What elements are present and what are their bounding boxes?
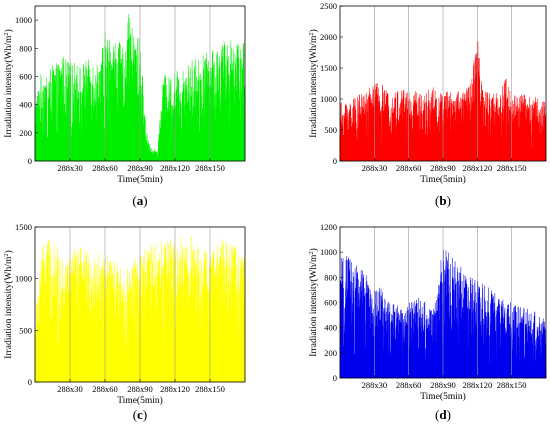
panel-a-y-tick-label-2: 400 xyxy=(19,100,32,110)
panel-d-y-tick-label-3: 600 xyxy=(324,298,337,308)
panel-a-y-tick-label-0: 0 xyxy=(28,156,32,166)
panel-c-y-axis-title-main: Irradiation intensity(Wh/m xyxy=(3,256,14,359)
panel-b-y-axis-title: Irradiation intensity(Wh/m2) xyxy=(308,29,320,138)
panel-b-x-tick-label-1: 288x60 xyxy=(396,163,422,173)
panel-c-y-axis-title: Irradiation intensity(Wh/m2) xyxy=(3,250,15,359)
panel-d-y-axis-title-sup: 2 xyxy=(308,251,315,254)
panel-b-y-tick-label-2: 1000 xyxy=(320,94,337,104)
panel-c-x-axis-title: Time(5min) xyxy=(117,395,163,406)
panel-d-y-tick-label-0: 0 xyxy=(333,373,337,383)
panel-a-x-tick-label-2: 288x90 xyxy=(127,163,153,173)
panel-b-y-tick-label-4: 2000 xyxy=(320,32,337,42)
panel-b-label: (b) xyxy=(435,193,451,208)
panel-b-x-ticks: 288x30 288x60 288x90 288x120 288x150 xyxy=(362,158,527,173)
panel-c-label: (c) xyxy=(133,407,147,422)
panel-c-x-tick-label-0: 288x30 xyxy=(57,384,83,394)
panel-d-y-tick-label-2: 400 xyxy=(324,323,337,333)
panel-c-y-tick-label-2: 1000 xyxy=(15,274,32,284)
panel-a-y-axis-title-sup: 2 xyxy=(3,32,10,35)
panel-d-y-tick-label-6: 1200 xyxy=(320,222,337,232)
panel-c-grid xyxy=(69,227,211,382)
panel-d-y-tick-label-5: 1000 xyxy=(320,247,337,257)
panel-c-y-tick-label-0: 0 xyxy=(28,377,32,387)
panel-d-y-tick-label-1: 200 xyxy=(324,348,337,358)
panel-a-y-axis-title-main: Irradiation intensity(Wh/m xyxy=(3,35,14,138)
panel-c-y-tick-label-1: 500 xyxy=(19,325,32,335)
panel-b-x-axis-title: Time(5min) xyxy=(420,174,466,185)
panel-d-x-ticks: 288x30 288x60 288x90 288x120 288x150 xyxy=(362,375,527,390)
panel-d-x-tick-label-2: 288x90 xyxy=(430,380,456,390)
panel-a-label: (a) xyxy=(132,193,147,208)
panel-b-x-tick-label-2: 288x90 xyxy=(430,163,456,173)
panel-a-grid xyxy=(69,6,211,161)
panel-d-letter: d xyxy=(439,407,447,422)
panel-a-letter: a xyxy=(137,193,144,208)
panel-b-y-axis-title-close: ) xyxy=(308,29,319,32)
panel-d-y-axis-title-close: ) xyxy=(308,248,319,251)
panel-a-y-tick-label-1: 200 xyxy=(19,128,32,138)
panel-c-y-axis-title-sup: 2 xyxy=(3,253,10,256)
panel-a-x-tick-label-4: 288x150 xyxy=(195,163,225,173)
panel-b-y-axis-title-main: Irradiation intensity(Wh/m xyxy=(308,35,319,138)
panel-b-y-ticks: 0 500 1000 1500 2000 2500 xyxy=(320,1,343,166)
panel-a-y-axis-title-close: ) xyxy=(3,29,14,32)
panel-b-x-tick-label-3: 288x120 xyxy=(462,163,492,173)
panel-a-x-tick-label-0: 288x30 xyxy=(57,163,83,173)
panel-d-y-axis-title-main: Irradiation intensity(Wh/m xyxy=(308,254,319,357)
panel-b-y-tick-label-0: 0 xyxy=(333,156,337,166)
panel-a-y-tick-label-3: 600 xyxy=(19,71,32,81)
panel-a-y-tick-label-5: 1000 xyxy=(15,15,32,25)
panel-d-y-ticks: 0 200 400 600 800 1000 1200 xyxy=(320,222,343,383)
panel-a-y-ticks: 0 200 400 600 800 1000 xyxy=(15,15,38,166)
panel-b-grid xyxy=(374,6,512,161)
panel-a-y-tick-label-4: 800 xyxy=(19,43,32,53)
panel-a-x-axis-title: Time(5min) xyxy=(117,174,163,185)
panel-b-x-tick-label-0: 288x30 xyxy=(362,163,388,173)
panel-d-label: (d) xyxy=(435,407,451,422)
panel-a-x-tick-label-1: 288x60 xyxy=(92,163,118,173)
panel-c-y-axis-title-close: ) xyxy=(3,250,14,253)
panel-d-grid xyxy=(374,227,512,378)
panel-c-y-ticks: 0 500 1000 1500 xyxy=(15,222,38,387)
panel-c-x-tick-label-2: 288x90 xyxy=(127,384,153,394)
panel-d-x-tick-label-1: 288x60 xyxy=(396,380,422,390)
panel-b-y-tick-label-5: 2500 xyxy=(320,1,337,11)
panel-a-x-tick-label-3: 288x120 xyxy=(160,163,190,173)
panel-a-y-axis-title: Irradiation intensity(Wh/m2) xyxy=(3,29,15,138)
panel-c-x-tick-label-1: 288x60 xyxy=(92,384,118,394)
panel-c-letter: c xyxy=(137,407,143,422)
panel-d-x-tick-label-4: 288x150 xyxy=(497,380,527,390)
panel-d-x-axis-title: Time(5min) xyxy=(420,391,466,402)
panel-d-y-axis-title: Irradiation intensity(Wh/m2) xyxy=(308,248,320,357)
panel-b-letter: b xyxy=(439,193,446,208)
panel-d-y-tick-label-4: 800 xyxy=(324,272,337,282)
panel-c-x-tick-label-3: 288x120 xyxy=(160,384,190,394)
panel-d-x-tick-label-3: 288x120 xyxy=(462,380,492,390)
panel-c-x-ticks: 288x30 288x60 288x90 288x120 288x150 xyxy=(57,379,225,394)
panel-b-y-tick-label-1: 500 xyxy=(324,125,337,135)
panel-d: 0 200 400 600 800 1000 1200 288x30 288x60 288x90… xyxy=(308,222,547,422)
panel-b-x-tick-label-4: 288x150 xyxy=(497,163,527,173)
panel-c-x-tick-label-4: 288x150 xyxy=(195,384,225,394)
panel-b-y-axis-title-sup: 2 xyxy=(308,32,315,35)
panel-d-x-tick-label-0: 288x30 xyxy=(362,380,388,390)
panel-c-y-tick-label-3: 1500 xyxy=(15,222,32,232)
panel-b-y-tick-label-3: 1500 xyxy=(320,63,337,73)
panel-a-x-ticks: 288x30 288x60 288x90 288x120 288x150 xyxy=(57,158,225,173)
